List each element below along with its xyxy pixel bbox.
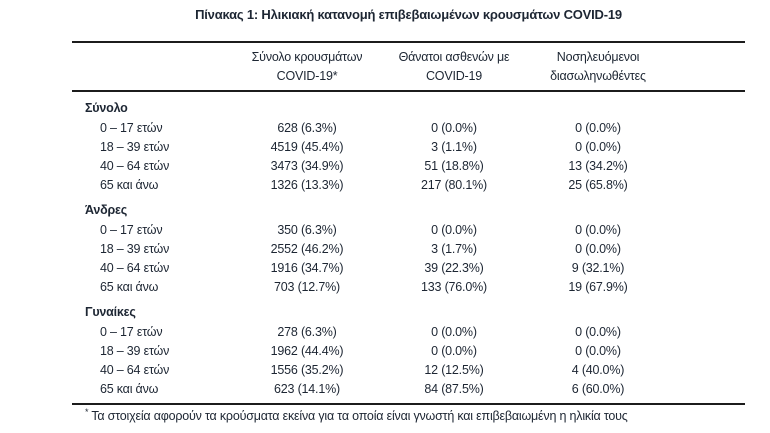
intubated-value: 4 (40.0%) — [571, 362, 625, 377]
table-header-row: Σύνολο κρουσμάτων COVID-19* Θάνατοι ασθε… — [72, 43, 745, 92]
deaths-value: 133 (76.0%) — [421, 279, 487, 294]
table-row: 18 – 39 ετών 4519 (45.4%) 3 (1.1%) 0 (0.… — [72, 137, 745, 156]
table-row: 65 και άνω 703 (12.7%) 133 (76.0%) 19 (6… — [72, 277, 745, 296]
deaths-value: 3 (1.1%) — [431, 139, 477, 154]
table-row: 0 – 17 ετών 350 (6.3%) 0 (0.0%) 0 (0.0%) — [72, 220, 745, 239]
age-group-label: 0 – 17 ετών — [100, 222, 163, 237]
intubated-value: 0 (0.0%) — [575, 222, 621, 237]
cases-value: 1556 (35.2%) — [270, 362, 344, 377]
column-header-deaths-line1: Θάνατοι ασθενών με — [398, 50, 510, 64]
cases-value: 2552 (46.2%) — [270, 241, 344, 256]
table-row: 40 – 64 ετών 3473 (34.9%) 51 (18.8%) 13 … — [72, 156, 745, 175]
cases-value: 350 (6.3%) — [277, 222, 337, 237]
deaths-value: 3 (1.7%) — [431, 241, 477, 256]
table-row: 0 – 17 ετών 628 (6.3%) 0 (0.0%) 0 (0.0%) — [72, 118, 745, 137]
deaths-value: 51 (18.8%) — [424, 158, 484, 173]
age-group-label: 40 – 64 ετών — [100, 260, 170, 275]
age-group-label: 18 – 39 ετών — [100, 241, 170, 256]
table-row: 65 και άνω 623 (14.1%) 84 (87.5%) 6 (60.… — [72, 379, 745, 398]
deaths-value: 217 (80.1%) — [421, 177, 487, 192]
deaths-value: 0 (0.0%) — [431, 120, 477, 135]
column-header-intubated-line2: διασωληνωθέντες — [550, 69, 646, 83]
cases-value: 623 (14.1%) — [274, 381, 340, 396]
intubated-value: 0 (0.0%) — [575, 139, 621, 154]
column-header-cases-line2: COVID-19* — [276, 69, 338, 83]
age-group-label: 0 – 17 ετών — [100, 324, 163, 339]
table-row: 18 – 39 ετών 1962 (44.4%) 0 (0.0%) 0 (0.… — [72, 341, 745, 360]
column-header-intubated-line1: Νοσηλευόμενοι — [556, 50, 640, 64]
intubated-value: 0 (0.0%) — [575, 324, 621, 339]
age-group-label: 18 – 39 ετών — [100, 139, 170, 154]
cases-value: 703 (12.7%) — [274, 279, 340, 294]
intubated-value: 25 (65.8%) — [568, 177, 628, 192]
footnote-text: Τα στοιχεία αφορούν τα κρούσματα εκείνα … — [91, 409, 628, 423]
intubated-value: 0 (0.0%) — [575, 343, 621, 358]
deaths-value: 0 (0.0%) — [431, 222, 477, 237]
age-group-label: 40 – 64 ετών — [100, 158, 170, 173]
footnote-asterisk: * — [85, 406, 89, 417]
table-row: 40 – 64 ετών 1916 (34.7%) 39 (22.3%) 9 (… — [72, 258, 745, 277]
table-row: 65 και άνω 1326 (13.3%) 217 (80.1%) 25 (… — [72, 175, 745, 194]
cases-value: 1326 (13.3%) — [270, 177, 344, 192]
cases-value: 628 (6.3%) — [277, 120, 337, 135]
column-header-intubated: Νοσηλευόμενοι διασωληνωθέντες — [528, 48, 668, 86]
cases-value: 3473 (34.9%) — [270, 158, 344, 173]
table-footnote: * Τα στοιχεία αφορούν τα κρούσματα εκείνα… — [72, 405, 745, 424]
deaths-value: 0 (0.0%) — [431, 343, 477, 358]
section-header-women: Γυναίκες — [85, 305, 136, 319]
age-group-label: 65 και άνω — [100, 381, 159, 396]
covid-age-distribution-table: Σύνολο κρουσμάτων COVID-19* Θάνατοι ασθε… — [72, 41, 745, 405]
intubated-value: 0 (0.0%) — [575, 120, 621, 135]
section-header-men: Άνδρες — [85, 203, 128, 217]
table-row: 18 – 39 ετών 2552 (46.2%) 3 (1.7%) 0 (0.… — [72, 239, 745, 258]
table-row: 40 – 64 ετών 1556 (35.2%) 12 (12.5%) 4 (… — [72, 360, 745, 379]
intubated-value: 6 (60.0%) — [571, 381, 625, 396]
age-group-label: 0 – 17 ετών — [100, 120, 163, 135]
cases-value: 278 (6.3%) — [277, 324, 337, 339]
intubated-value: 19 (67.9%) — [568, 279, 628, 294]
intubated-value: 0 (0.0%) — [575, 241, 621, 256]
column-header-deaths-line2: COVID-19 — [425, 69, 483, 83]
age-group-label: 40 – 64 ετών — [100, 362, 170, 377]
intubated-value: 13 (34.2%) — [568, 158, 628, 173]
intubated-value: 9 (32.1%) — [571, 260, 625, 275]
cases-value: 1962 (44.4%) — [270, 343, 344, 358]
deaths-value: 0 (0.0%) — [431, 324, 477, 339]
column-header-cases-line1: Σύνολο κρουσμάτων — [251, 50, 363, 64]
age-group-label: 65 και άνω — [100, 279, 159, 294]
deaths-value: 84 (87.5%) — [424, 381, 484, 396]
section-header-total: Σύνολο — [85, 101, 128, 115]
cases-value: 1916 (34.7%) — [270, 260, 344, 275]
document-area: Πίνακας 1: Ηλικιακή κατανομή επιβεβαιωμέ… — [72, 0, 745, 424]
deaths-value: 12 (12.5%) — [424, 362, 484, 377]
age-group-label: 18 – 39 ετών — [100, 343, 170, 358]
age-group-label: 65 και άνω — [100, 177, 159, 192]
table-bottom-rule — [72, 403, 745, 405]
column-header-deaths: Θάνατοι ασθενών με COVID-19 — [380, 48, 528, 86]
table-title: Πίνακας 1: Ηλικιακή κατανομή επιβεβαιωμέ… — [195, 7, 622, 22]
cases-value: 4519 (45.4%) — [270, 139, 344, 154]
deaths-value: 39 (22.3%) — [424, 260, 484, 275]
column-header-cases: Σύνολο κρουσμάτων COVID-19* — [234, 48, 380, 86]
table-row: 0 – 17 ετών 278 (6.3%) 0 (0.0%) 0 (0.0%) — [72, 322, 745, 341]
